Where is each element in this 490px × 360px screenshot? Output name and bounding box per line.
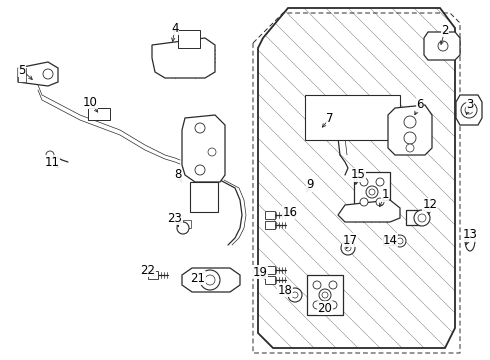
Bar <box>265 211 275 219</box>
Polygon shape <box>388 105 432 155</box>
Text: 2: 2 <box>441 23 449 36</box>
Polygon shape <box>406 210 420 225</box>
Text: 11: 11 <box>45 156 59 168</box>
Circle shape <box>345 245 351 251</box>
Circle shape <box>360 178 368 186</box>
Circle shape <box>404 116 416 128</box>
Text: 8: 8 <box>174 168 182 181</box>
Circle shape <box>366 186 378 198</box>
Bar <box>383 237 393 245</box>
Ellipse shape <box>465 229 475 251</box>
Polygon shape <box>307 275 343 315</box>
Polygon shape <box>182 268 240 292</box>
Circle shape <box>177 222 189 234</box>
Bar <box>18 68 26 82</box>
Polygon shape <box>338 200 400 222</box>
Polygon shape <box>424 32 460 60</box>
Circle shape <box>397 238 403 244</box>
Text: 14: 14 <box>383 234 397 247</box>
Circle shape <box>329 281 337 289</box>
Circle shape <box>208 148 216 156</box>
Bar <box>183 220 191 228</box>
Text: 22: 22 <box>141 264 155 276</box>
Circle shape <box>322 292 328 298</box>
Circle shape <box>414 210 430 226</box>
Text: 18: 18 <box>277 284 293 297</box>
Bar <box>88 108 110 120</box>
Text: 7: 7 <box>326 112 334 125</box>
Text: 17: 17 <box>343 234 358 247</box>
Text: 16: 16 <box>283 206 297 219</box>
Text: 21: 21 <box>191 271 205 284</box>
Text: 23: 23 <box>168 211 182 225</box>
Circle shape <box>465 106 473 114</box>
Circle shape <box>205 275 215 285</box>
Circle shape <box>341 241 355 255</box>
Circle shape <box>329 301 337 309</box>
Circle shape <box>369 189 375 195</box>
Bar <box>265 221 275 229</box>
Polygon shape <box>354 172 390 212</box>
Circle shape <box>438 41 448 51</box>
Text: 19: 19 <box>252 266 268 279</box>
Circle shape <box>376 178 384 186</box>
Circle shape <box>313 281 321 289</box>
Circle shape <box>376 198 384 206</box>
Bar <box>265 266 275 274</box>
Circle shape <box>195 165 205 175</box>
Circle shape <box>360 198 368 206</box>
Circle shape <box>43 69 53 79</box>
Text: 15: 15 <box>350 168 366 181</box>
Circle shape <box>200 270 220 290</box>
Circle shape <box>319 289 331 301</box>
Text: 20: 20 <box>318 302 332 315</box>
Bar <box>305 95 400 140</box>
Text: 1: 1 <box>381 189 389 202</box>
Text: 5: 5 <box>18 63 25 77</box>
Circle shape <box>404 132 416 144</box>
Polygon shape <box>456 95 482 125</box>
Bar <box>178 30 200 48</box>
Circle shape <box>461 102 477 118</box>
PathPatch shape <box>258 8 455 348</box>
Circle shape <box>313 301 321 309</box>
Circle shape <box>418 214 426 222</box>
Circle shape <box>195 123 205 133</box>
Circle shape <box>292 292 298 298</box>
Text: 13: 13 <box>463 229 477 242</box>
Bar <box>265 276 275 284</box>
Bar <box>148 271 158 279</box>
Polygon shape <box>18 62 58 86</box>
Text: 10: 10 <box>82 95 98 108</box>
Text: 4: 4 <box>171 22 179 35</box>
Circle shape <box>288 288 302 302</box>
Text: 3: 3 <box>466 99 474 112</box>
Text: 9: 9 <box>306 179 314 192</box>
Circle shape <box>394 235 406 247</box>
Text: 6: 6 <box>416 99 424 112</box>
Polygon shape <box>182 115 225 182</box>
Bar <box>190 182 218 212</box>
Polygon shape <box>152 38 215 78</box>
Circle shape <box>406 144 414 152</box>
Circle shape <box>46 151 54 159</box>
Text: 12: 12 <box>422 198 438 211</box>
